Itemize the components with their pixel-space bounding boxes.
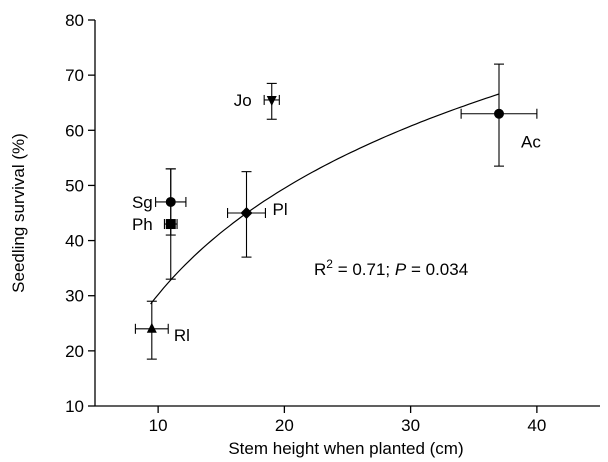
y-tick-label: 10 (65, 397, 84, 416)
r2-superscript: 2 (326, 257, 333, 271)
error-bars (134, 63, 538, 360)
x-tick-label: 20 (275, 416, 294, 435)
point-label: Ac (521, 133, 541, 152)
data-point (494, 108, 504, 119)
r2-value: = 0.71; (333, 260, 395, 279)
fit-curve (150, 93, 500, 305)
p-value: = 0.034 (406, 260, 468, 279)
y-tick-label: 70 (65, 66, 84, 85)
ticks: 10 20 30 40 50 60 70 80 10 20 30 40 (65, 11, 546, 435)
regression-annotation: R2 = 0.71; P = 0.034 (314, 257, 468, 279)
p-label: P (395, 260, 407, 279)
x-tick-label: 30 (401, 416, 420, 435)
y-tick-label: 30 (65, 287, 84, 306)
y-tick-label: 80 (65, 11, 84, 30)
point-label: Ph (132, 215, 153, 234)
y-tick-label: 20 (65, 342, 84, 361)
x-tick-label: 10 (149, 416, 168, 435)
point-labels: Rl Ph Sg Pl Jo Ac (132, 91, 541, 345)
markers (146, 95, 504, 333)
point-label: Rl (174, 326, 190, 345)
x-tick-label: 40 (527, 416, 546, 435)
x-axis-title: Stem height when planted (cm) (228, 439, 463, 458)
y-tick-label: 40 (65, 232, 84, 251)
point-label: Jo (234, 91, 252, 110)
point-label: Pl (273, 200, 288, 219)
r2-prefix: R (314, 260, 326, 279)
axes (94, 20, 600, 407)
data-point (146, 322, 157, 333)
data-point (266, 95, 277, 106)
y-tick-label: 50 (65, 176, 84, 195)
data-point (165, 219, 176, 230)
data-point (165, 196, 176, 207)
y-axis-title: Seedling survival (%) (9, 133, 28, 293)
data-point (240, 207, 253, 219)
point-label: Sg (132, 193, 153, 212)
y-tick-label: 60 (65, 121, 84, 140)
